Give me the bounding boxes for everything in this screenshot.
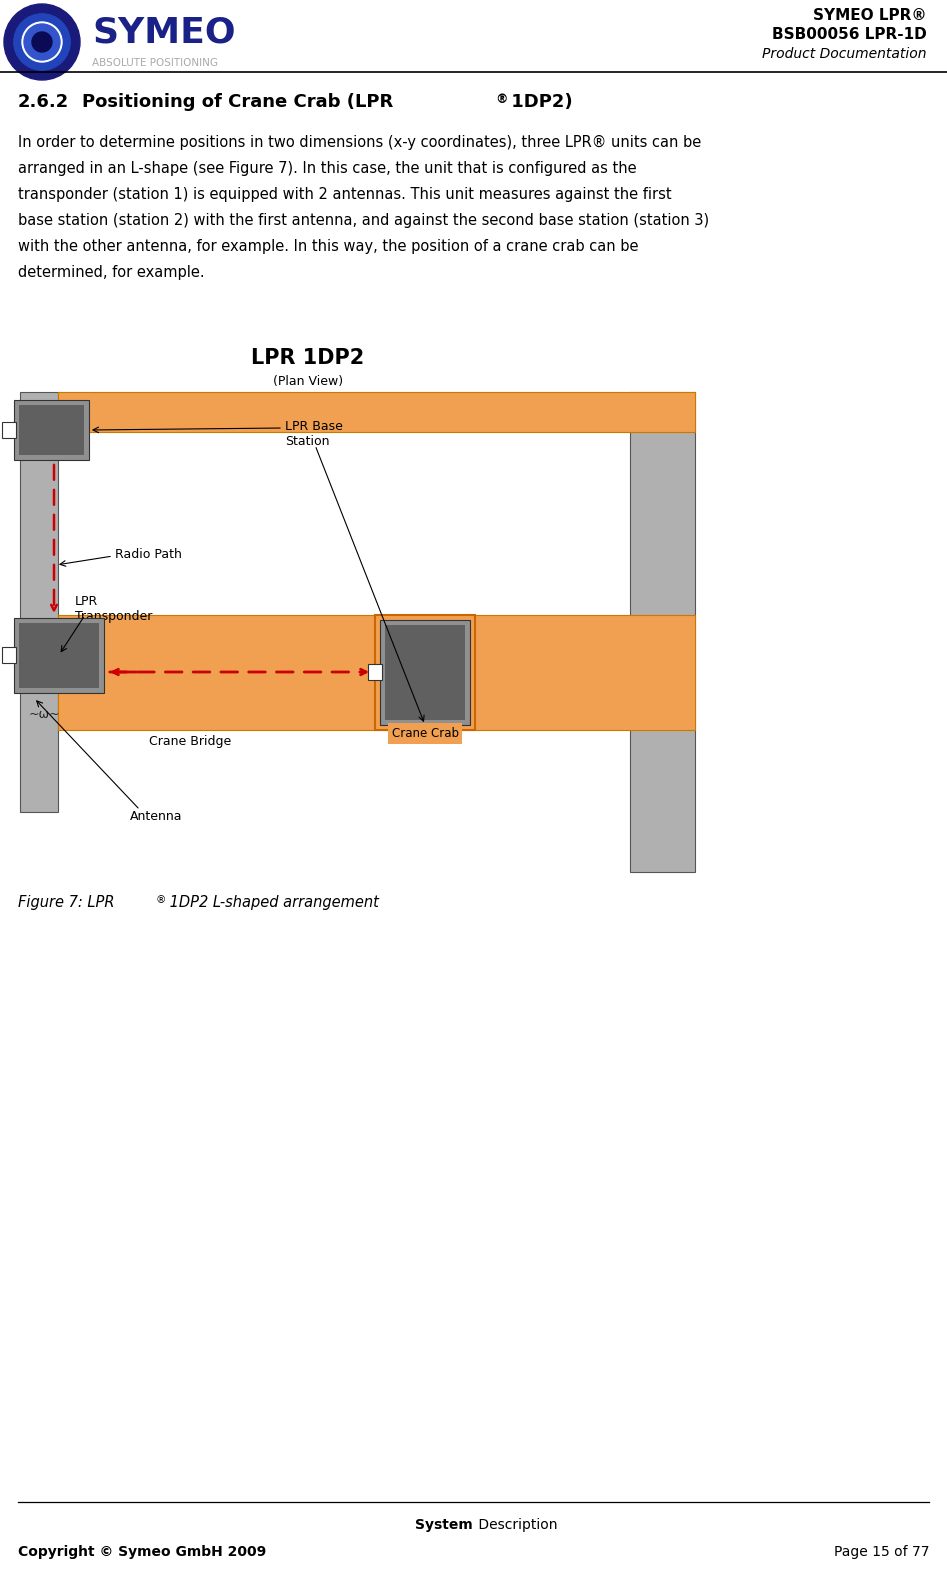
Circle shape xyxy=(22,22,62,62)
Circle shape xyxy=(14,14,70,70)
Text: SYMEO LPR®: SYMEO LPR® xyxy=(813,8,927,24)
Bar xyxy=(58,393,695,432)
Text: Figure 7: LPR: Figure 7: LPR xyxy=(18,894,115,910)
Circle shape xyxy=(32,32,52,52)
Circle shape xyxy=(24,24,60,60)
Bar xyxy=(375,616,475,730)
Text: Positioning of Crane Crab (LPR: Positioning of Crane Crab (LPR xyxy=(82,93,393,111)
Bar xyxy=(368,663,382,681)
Text: 2.6.2: 2.6.2 xyxy=(18,93,69,111)
Circle shape xyxy=(30,30,54,54)
Bar xyxy=(14,617,104,693)
Text: with the other antenna, for example. In this way, the position of a crane crab c: with the other antenna, for example. In … xyxy=(18,239,638,253)
Text: BSB00056 LPR-1D: BSB00056 LPR-1D xyxy=(772,27,927,43)
Text: Antenna: Antenna xyxy=(130,810,183,823)
Bar xyxy=(19,405,84,454)
Text: Copyright © Symeo GmbH 2009: Copyright © Symeo GmbH 2009 xyxy=(18,1545,266,1559)
Bar xyxy=(630,393,695,872)
Text: In order to determine positions in two dimensions (x-y coordinates), three LPR® : In order to determine positions in two d… xyxy=(18,135,701,150)
Text: Crane Crab: Crane Crab xyxy=(391,727,458,739)
Text: determined, for example.: determined, for example. xyxy=(18,264,205,280)
Text: ®: ® xyxy=(495,93,508,106)
Text: ®: ® xyxy=(156,894,167,905)
Text: Crane Bridge: Crane Bridge xyxy=(149,735,231,749)
Text: SYMEO: SYMEO xyxy=(92,14,236,49)
Bar xyxy=(58,616,695,730)
Text: ~ω~: ~ω~ xyxy=(29,708,61,720)
Bar xyxy=(19,624,99,689)
Circle shape xyxy=(12,13,72,71)
Text: ABSOLUTE POSITIONING: ABSOLUTE POSITIONING xyxy=(92,59,218,68)
Text: LPR Base
Station: LPR Base Station xyxy=(285,419,343,448)
Text: Product Documentation: Product Documentation xyxy=(762,47,927,62)
Text: Page 15 of 77: Page 15 of 77 xyxy=(833,1545,929,1559)
Text: (Plan View): (Plan View) xyxy=(273,375,343,388)
Circle shape xyxy=(14,14,70,70)
Bar xyxy=(2,647,16,663)
Bar xyxy=(14,400,89,461)
Text: base station (station 2) with the first antenna, and against the second base sta: base station (station 2) with the first … xyxy=(18,214,709,228)
Text: arranged in an L-shape (see Figure 7). In this case, the unit that is configured: arranged in an L-shape (see Figure 7). I… xyxy=(18,161,636,176)
Text: Description: Description xyxy=(474,1518,558,1532)
Text: LPR 1DP2: LPR 1DP2 xyxy=(251,348,365,367)
Text: transponder (station 1) is equipped with 2 antennas. This unit measures against : transponder (station 1) is equipped with… xyxy=(18,187,671,203)
Circle shape xyxy=(22,22,62,62)
Circle shape xyxy=(4,5,80,81)
Bar xyxy=(2,423,16,438)
Bar xyxy=(385,625,465,720)
Bar xyxy=(380,621,470,725)
Text: LPR
Transponder: LPR Transponder xyxy=(75,595,152,624)
Text: System: System xyxy=(415,1518,473,1532)
Text: 1DP2 L-shaped arrangement: 1DP2 L-shaped arrangement xyxy=(165,894,379,910)
Text: Radio Path: Radio Path xyxy=(115,548,182,560)
Circle shape xyxy=(36,36,48,47)
Bar xyxy=(20,393,58,812)
Text: 1DP2): 1DP2) xyxy=(505,93,573,111)
